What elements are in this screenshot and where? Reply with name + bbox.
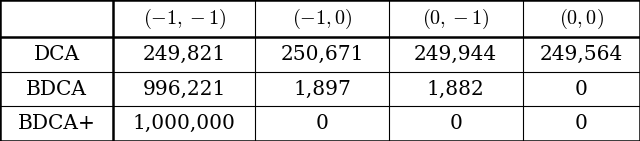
Text: 0: 0 xyxy=(449,114,462,133)
Text: 1,000,000: 1,000,000 xyxy=(133,114,236,133)
Text: $(0,-1)$: $(0,-1)$ xyxy=(422,7,490,31)
Text: 1,882: 1,882 xyxy=(427,80,484,99)
Text: 250,671: 250,671 xyxy=(280,45,364,64)
Text: 996,221: 996,221 xyxy=(143,80,226,99)
Text: $(-1,0)$: $(-1,0)$ xyxy=(292,7,352,31)
Text: 0: 0 xyxy=(575,114,588,133)
Text: 0: 0 xyxy=(316,114,328,133)
Text: 0: 0 xyxy=(575,80,588,99)
Text: 249,564: 249,564 xyxy=(540,45,623,64)
Text: 249,944: 249,944 xyxy=(414,45,497,64)
Text: 1,897: 1,897 xyxy=(293,80,351,99)
Text: 249,821: 249,821 xyxy=(143,45,226,64)
Text: BDCA: BDCA xyxy=(26,80,87,99)
Text: $(-1,-1)$: $(-1,-1)$ xyxy=(143,7,226,31)
Text: BDCA+: BDCA+ xyxy=(18,114,95,133)
Text: $(0,0)$: $(0,0)$ xyxy=(559,7,604,31)
Text: DCA: DCA xyxy=(34,45,80,64)
